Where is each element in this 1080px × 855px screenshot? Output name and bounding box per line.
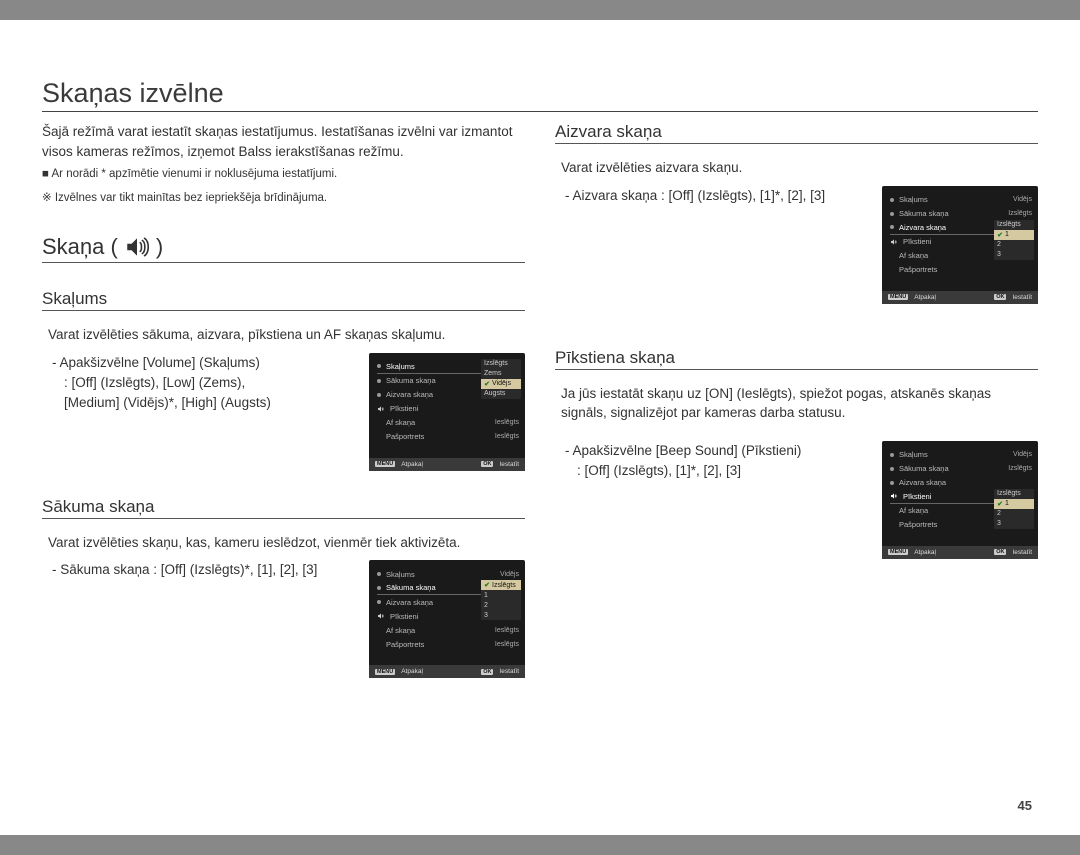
note-defaults: ■ Ar norādi * apzīmētie vienumi ir noklu… <box>42 165 525 185</box>
page-number: 45 <box>1018 798 1032 813</box>
two-column-layout: Šajā režīmā varat iestatīt skaņas iestat… <box>42 122 1038 678</box>
volume-desc: Varat izvēlēties sākuma, aizvara, pīksti… <box>48 325 525 345</box>
beep-options: - Apakšizvēlne [Beep Sound] (Pīkstieni) … <box>555 441 870 482</box>
right-column: Aizvara skaņa Varat izvēlēties aizvara s… <box>555 122 1038 678</box>
left-column: Šajā režīmā varat iestatīt skaņas iestat… <box>42 122 525 678</box>
beep-subpanel: Izslēgts ✔1 2 3 <box>994 489 1034 529</box>
startup-opt1: - Sākuma skaņa : [Off] (Izslēgts)*, [1],… <box>52 560 357 580</box>
volume-row: - Apakšizvēlne [Volume] (Skaļums) : [Off… <box>42 353 525 471</box>
startup-title: Sākuma skaņa <box>42 497 525 519</box>
startup-options: - Sākuma skaņa : [Off] (Izslēgts)*, [1],… <box>42 560 357 580</box>
section-title-end: ) <box>156 234 163 260</box>
volume-menu-graphic: Skaļums Sākuma skaņa Aizvara skaņa Pīkst… <box>369 353 525 471</box>
speaker-icon <box>890 238 898 246</box>
speaker-icon <box>890 492 898 500</box>
manual-page: Skaņas izvēlne Šajā režīmā varat iestatī… <box>0 20 1080 835</box>
beep-opt2: : [Off] (Izslēgts), [1]*, [2], [3] <box>577 461 870 481</box>
speaker-icon <box>377 405 385 413</box>
shutter-row: - Aizvara skaņa : [Off] (Izslēgts), [1]*… <box>555 186 1038 304</box>
beep-opt1: - Apakšizvēlne [Beep Sound] (Pīkstieni) <box>565 441 870 461</box>
volume-opt1: - Apakšizvēlne [Volume] (Skaļums) <box>52 353 357 373</box>
shutter-title: Aizvara skaņa <box>555 122 1038 144</box>
beep-title: Pīkstiena skaņa <box>555 348 1038 370</box>
startup-row: - Sākuma skaņa : [Off] (Izslēgts)*, [1],… <box>42 560 525 678</box>
beep-menu-graphic: SkaļumsVidējs Sākuma skaņaIzslēgts Aizva… <box>882 441 1038 559</box>
volume-opt3: [Medium] (Vidējs)*, [High] (Augsts) <box>64 393 357 413</box>
volume-subpanel: Izslēgts Zems ✔Vidējs Augsts <box>481 359 521 399</box>
shutter-desc: Varat izvēlēties aizvara skaņu. <box>561 158 1038 178</box>
intro-text: Šajā režīmā varat iestatīt skaņas iestat… <box>42 122 525 161</box>
graphic-footer: MENUAtpakaļ OKIestatīt <box>882 291 1038 304</box>
beep-desc: Ja jūs iestatāt skaņu uz [ON] (Ieslēgts)… <box>561 384 1038 423</box>
graphic-footer: MENUAtpakaļ OKIestatīt <box>369 458 525 471</box>
graphic-footer: MENUAtpakaļ OKIestatīt <box>882 546 1038 559</box>
shutter-menu-graphic: SkaļumsVidējs Sākuma skaņaIzslēgts Aizva… <box>882 186 1038 304</box>
shutter-subpanel: Izslēgts ✔1 2 3 <box>994 220 1034 260</box>
shutter-options: - Aizvara skaņa : [Off] (Izslēgts), [1]*… <box>555 186 870 206</box>
shutter-opt1: - Aizvara skaņa : [Off] (Izslēgts), [1]*… <box>565 186 870 206</box>
volume-options: - Apakšizvēlne [Volume] (Skaļums) : [Off… <box>42 353 357 414</box>
volume-opt2: : [Off] (Izslēgts), [Low] (Zems), <box>64 373 357 393</box>
volume-title: Skaļums <box>42 289 525 311</box>
startup-subpanel: ✔Izslēgts 1 2 3 <box>481 580 521 620</box>
speaker-icon <box>377 612 385 620</box>
main-title: Skaņas izvēlne <box>42 78 1038 112</box>
startup-menu-graphic: SkaļumsVidējs Sākuma skaņa Aizvara skaņa… <box>369 560 525 678</box>
note-change: ※ Izvēlnes var tikt mainītas bez iepriek… <box>42 189 525 209</box>
beep-row: - Apakšizvēlne [Beep Sound] (Pīkstieni) … <box>555 441 1038 559</box>
section-title-text: Skaņa ( <box>42 234 118 260</box>
startup-desc: Varat izvēlēties skaņu, kas, kameru iesl… <box>48 533 525 553</box>
sound-section-title: Skaņa ( ) <box>42 234 525 263</box>
graphic-footer: MENUAtpakaļ OKIestatīt <box>369 665 525 678</box>
speaker-icon <box>124 234 150 260</box>
